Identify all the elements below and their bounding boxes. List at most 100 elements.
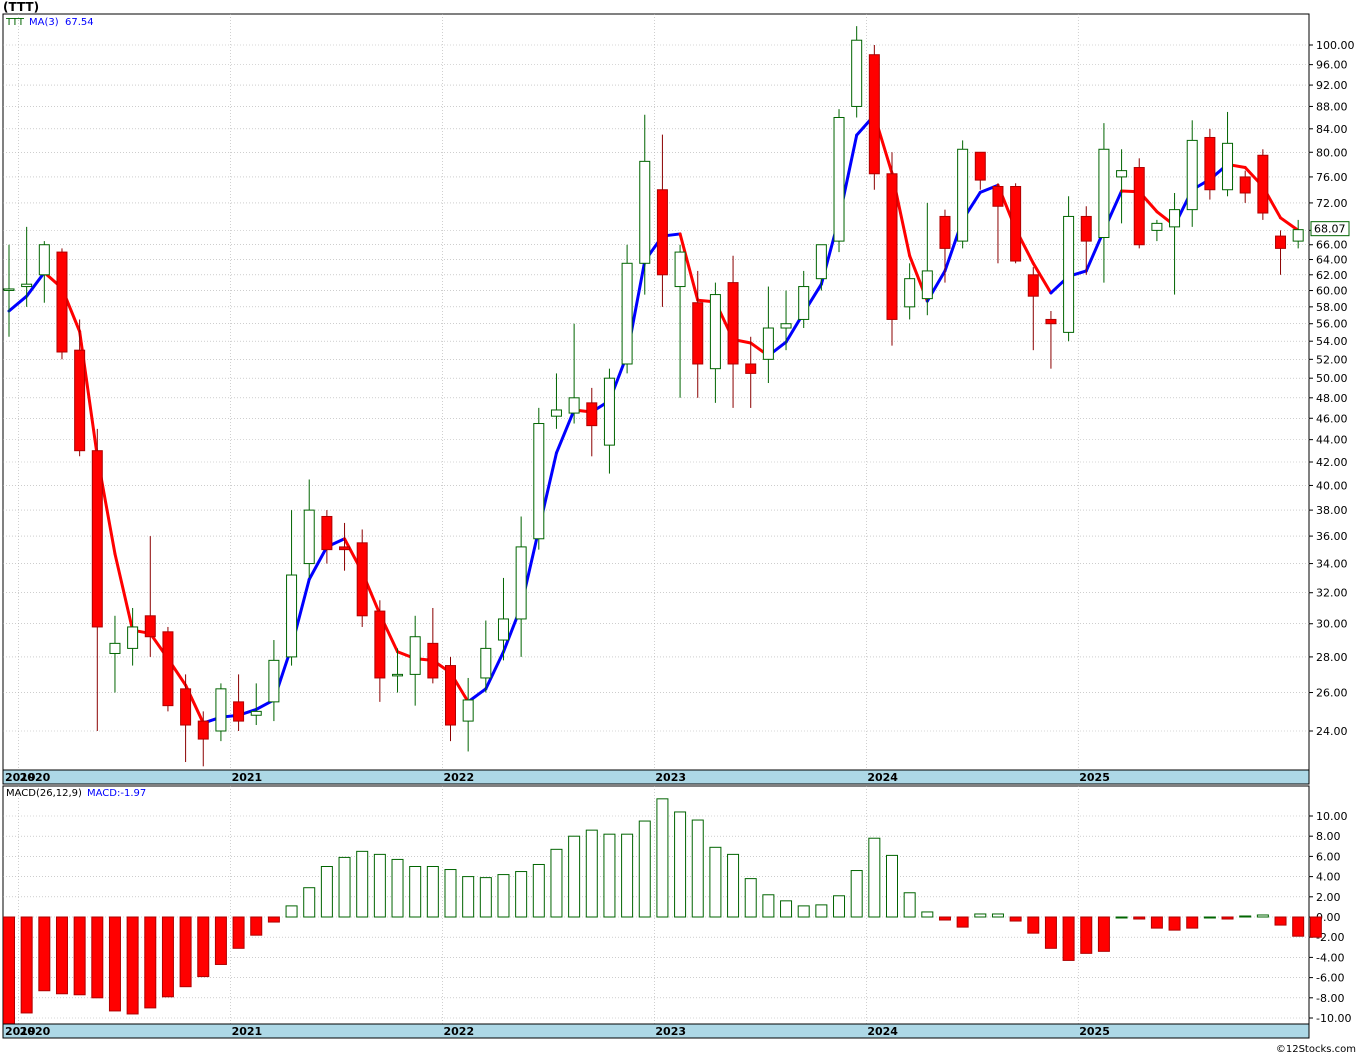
- candle: [1098, 123, 1110, 283]
- macd-bar: [3, 916, 15, 1029]
- candle-body: [1204, 136, 1216, 191]
- price-tick-label: 28.00: [1316, 651, 1348, 664]
- candle: [1275, 230, 1287, 275]
- candle: [109, 615, 121, 693]
- macd-bar: [179, 916, 192, 988]
- price-tick-label: 52.00: [1316, 353, 1348, 366]
- macd-bar: [1256, 914, 1269, 918]
- ma-segment: [113, 552, 135, 632]
- legend-ma-label: MA(3): [29, 17, 59, 28]
- macd-bar: [515, 871, 528, 918]
- macd-bar: [532, 863, 545, 918]
- candle: [815, 244, 827, 291]
- price-tick-label: 72.00: [1316, 197, 1348, 210]
- macd-bar: [1080, 916, 1093, 954]
- macd-bar: [1186, 916, 1199, 929]
- candle: [1239, 170, 1251, 203]
- ma-segment: [1031, 261, 1053, 295]
- candle-body: [109, 642, 121, 654]
- site-credit: ©12Stocks.com: [1276, 1044, 1356, 1055]
- macd-bar: [479, 877, 492, 918]
- macd-legend-value: MACD:-1.97: [87, 788, 146, 799]
- macd-bar: [250, 916, 263, 936]
- candle: [957, 140, 969, 249]
- price-tick-label: 80.00: [1316, 146, 1348, 159]
- candle: [268, 640, 280, 722]
- candle: [568, 323, 580, 424]
- last-price-badge: [1310, 221, 1350, 237]
- candle: [727, 255, 739, 408]
- candle-body: [356, 542, 368, 617]
- candle-body: [868, 54, 880, 175]
- year-label: 2021: [232, 771, 263, 784]
- macd-tick-label: 0.00: [1316, 911, 1341, 924]
- macd-bar: [1027, 916, 1040, 934]
- candle-body: [1292, 229, 1304, 242]
- price-grid: [3, 14, 1309, 770]
- price-tick-label: 66.00: [1316, 239, 1348, 252]
- candle-body: [709, 294, 721, 370]
- candle: [144, 536, 156, 657]
- macd-bar: [267, 916, 280, 923]
- macd-year-label: 2025: [1079, 1025, 1110, 1038]
- candle-body: [1098, 148, 1110, 239]
- candle-body: [957, 148, 969, 242]
- candle-body: [162, 631, 174, 707]
- year-label: 2019: [5, 771, 36, 784]
- candle-body: [833, 116, 845, 242]
- price-tick-label: 56.00: [1316, 318, 1348, 331]
- candle: [1169, 192, 1181, 295]
- macd-bar: [991, 913, 1004, 918]
- macd-bar: [921, 911, 934, 918]
- chart-title: (TTT): [3, 0, 39, 14]
- candle-body: [127, 626, 139, 649]
- price-tick-label: 26.00: [1316, 687, 1348, 700]
- legend-ticker: TTT: [5, 17, 25, 28]
- candle: [286, 510, 298, 666]
- candle: [339, 522, 351, 571]
- macd-panel-frame: [2, 785, 1310, 1039]
- macd-bar: [285, 905, 298, 918]
- macd-bar: [1062, 916, 1075, 961]
- candle: [1257, 149, 1269, 220]
- ma-segment: [484, 650, 505, 691]
- candle: [1116, 149, 1128, 224]
- macd-bar: [1150, 916, 1163, 929]
- candle: [886, 152, 898, 346]
- candle-body: [1116, 170, 1128, 178]
- candle: [74, 319, 86, 457]
- macd-year-label: 2023: [655, 1025, 686, 1038]
- candle-body: [992, 186, 1004, 207]
- macd-year-label: 2020: [20, 1025, 51, 1038]
- ma-segment: [307, 545, 329, 581]
- macd-bar: [303, 887, 316, 918]
- candle-body: [1027, 274, 1039, 297]
- candle-body: [586, 402, 598, 427]
- ma-segment: [554, 408, 576, 455]
- candle: [1027, 267, 1039, 351]
- macd-bar: [691, 819, 704, 918]
- price-tick-label: 64.00: [1316, 254, 1348, 267]
- candle: [656, 134, 668, 307]
- macd-bar: [1274, 916, 1287, 926]
- price-tick-label: 96.00: [1316, 59, 1348, 72]
- candle: [127, 607, 139, 666]
- macd-bar: [568, 835, 581, 918]
- ma-segment: [678, 232, 700, 302]
- macd-bar: [762, 894, 775, 918]
- candle-body: [286, 574, 298, 658]
- macd-year-label: 2022: [444, 1025, 475, 1038]
- candle-body: [815, 244, 827, 280]
- candle-body: [533, 423, 545, 540]
- candle: [409, 615, 421, 706]
- macd-tick-label: -2.00: [1316, 931, 1344, 944]
- macd-bar: [73, 916, 86, 996]
- candle-body: [656, 189, 668, 276]
- macd-bar: [886, 854, 898, 918]
- last-price-label: 68.07: [1314, 223, 1346, 236]
- candle: [303, 479, 315, 578]
- price-tick-label: 40.00: [1316, 479, 1348, 492]
- candle-body: [321, 515, 333, 551]
- macd-bar: [621, 833, 634, 918]
